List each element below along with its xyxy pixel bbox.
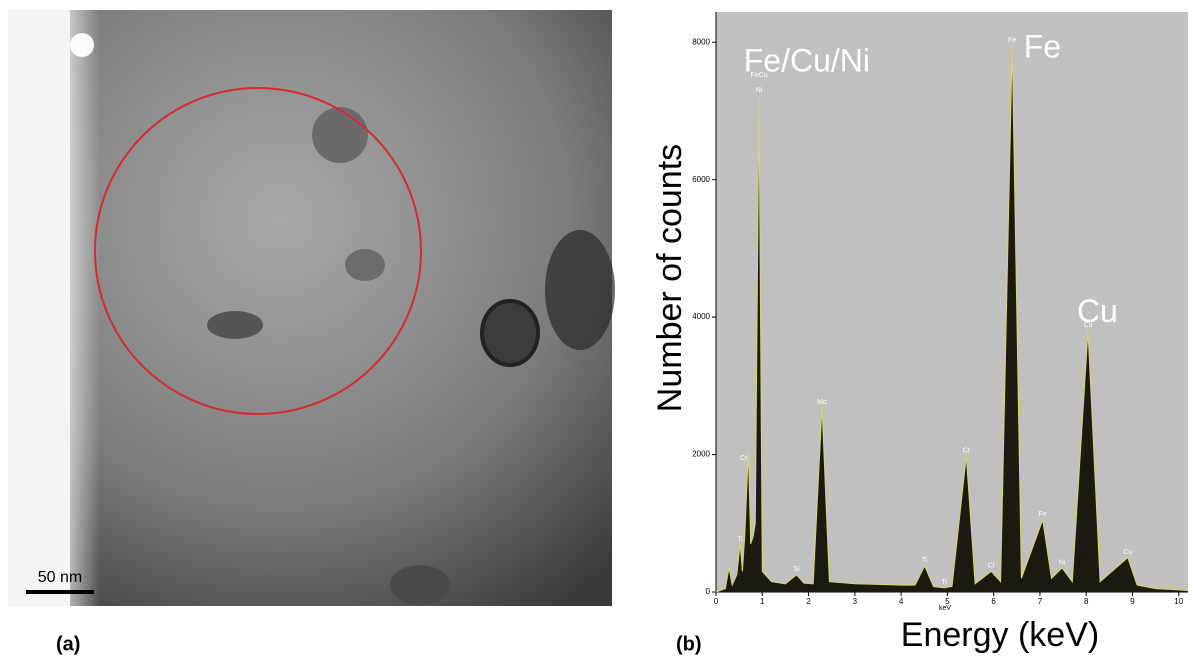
peak-label: Cr: [963, 447, 971, 454]
spectrum-line: [715, 45, 1189, 593]
x-tick-label: 5: [945, 597, 950, 606]
x-tick-label: 4: [899, 597, 904, 606]
scale-bar-label: 50 nm: [38, 569, 82, 586]
peak-label: Ni: [1059, 559, 1066, 566]
peak-label: Cu: [1084, 322, 1093, 329]
y-tick-label: 2000: [692, 450, 710, 459]
y-tick-label: 8000: [692, 37, 710, 46]
peak-label: Ti: [941, 579, 947, 586]
x-tick-label: 2: [806, 597, 811, 606]
x-tick-label: 7: [1038, 597, 1043, 606]
peak-label: Cr: [740, 455, 748, 462]
panel-label: (a): [56, 633, 80, 655]
x-tick-label: 9: [1130, 597, 1135, 606]
x-tick-label: 6: [991, 597, 996, 606]
peak-label: Ti: [922, 557, 928, 564]
peak-label: Fe: [1024, 29, 1061, 65]
peak-label: Ti: [737, 537, 743, 544]
y-axis-label: Number of counts: [651, 144, 689, 412]
y-tick-label: 6000: [692, 175, 710, 184]
peak-label: Cu: [1077, 293, 1118, 329]
x-tick-label: 1: [760, 597, 765, 606]
tem-image: 50 nm: [8, 10, 615, 606]
x-tick-label: 0: [714, 597, 719, 606]
x-tick-label: 10: [1174, 597, 1183, 606]
x-axis-label: Energy (keV): [901, 616, 1099, 654]
peak-label: Ni: [756, 87, 763, 94]
peak-label: Cr: [988, 563, 996, 570]
peak-label: FeCu: [750, 72, 767, 79]
peak-label: Cu: [1123, 549, 1132, 556]
peak-label: Mo: [817, 399, 827, 406]
peak-label: Fe: [1039, 511, 1047, 518]
x-tick-label: 3: [853, 597, 858, 606]
x-unit: keV: [939, 605, 951, 612]
peak-label: Fe: [1008, 37, 1016, 44]
x-tick-label: 8: [1084, 597, 1089, 606]
panel-label: (b): [676, 633, 702, 655]
peak-label: Si: [793, 566, 800, 573]
plot-area: [716, 12, 1188, 592]
peak-label: Fe/Cu/Ni: [744, 42, 870, 78]
y-tick-label: 0: [706, 587, 711, 596]
y-tick-label: 4000: [692, 312, 710, 321]
